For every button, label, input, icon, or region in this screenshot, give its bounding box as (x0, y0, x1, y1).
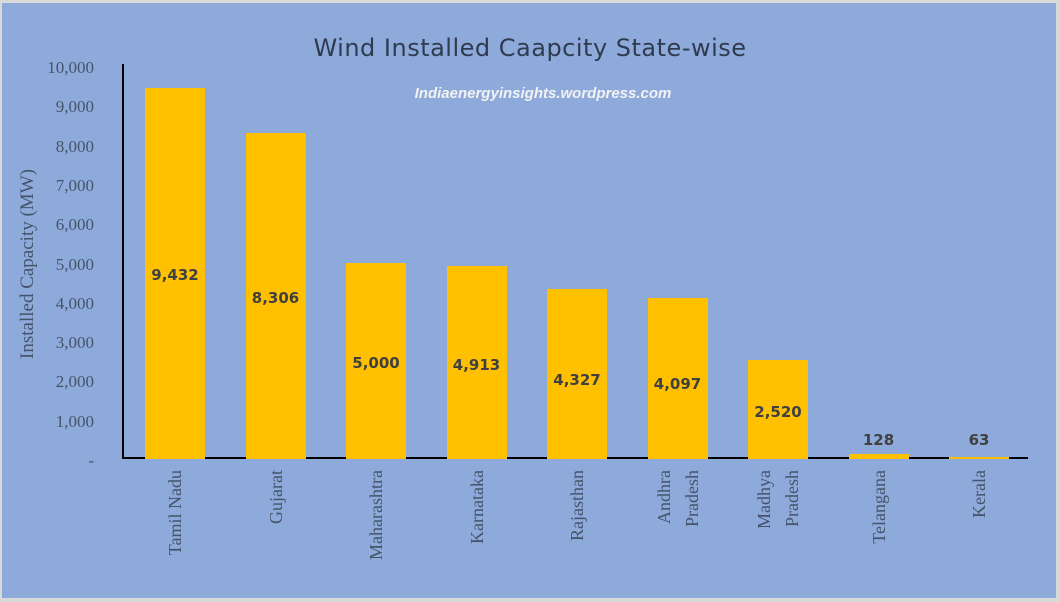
x-tick-label: Madhya Pradesh (750, 470, 806, 580)
x-tick-label-line: Andhra (653, 470, 674, 524)
x-tick-label: Andhra Pradesh (650, 470, 706, 580)
x-tick-label: Gujarat (262, 470, 290, 580)
y-tick-label: 9,000 (55, 97, 94, 117)
x-tick-label-line: Maharashtra (366, 470, 386, 560)
data-label: 63 (968, 431, 990, 449)
data-label: 8,306 (251, 289, 300, 307)
data-label: 2,520 (754, 403, 802, 421)
bar (446, 265, 507, 459)
x-tick-label: Maharashtra (362, 470, 390, 580)
x-tick-label-line: Pradesh (681, 470, 702, 527)
bar (145, 88, 205, 459)
x-tick-label-line: Pradesh (782, 470, 802, 527)
data-label: 4,327 (553, 371, 601, 389)
bar (949, 456, 1009, 459)
data-label: 9,432 (151, 266, 199, 284)
x-tick-label-line: Rajasthan (567, 470, 587, 541)
y-tick-label: 10,000 (47, 58, 94, 77)
data-label: 5,000 (352, 354, 400, 372)
x-tick-label-line: Gujarat (265, 470, 286, 524)
y-axis-label: Installed Capacity (MW) (17, 169, 38, 359)
x-tick-label-line: Telangana (868, 470, 889, 544)
y-axis-line (122, 64, 124, 459)
watermark: Indiaenergyinsights.wordpress.com (414, 85, 672, 102)
x-tick-label-line: Tamil Nadu (165, 470, 185, 556)
x-tick-label-line: Karnataka (466, 470, 487, 544)
x-tick-label: Rajasthan (563, 470, 591, 580)
y-tick-label: 6,000 (55, 215, 94, 235)
y-tick-label: 2,000 (55, 372, 94, 392)
y-tick-label: - (88, 451, 94, 470)
x-tick-label-line: Madhya (754, 470, 774, 529)
y-tick-label: 4,000 (55, 293, 94, 313)
x-tick-label: Kerala (965, 470, 993, 580)
bar (245, 132, 306, 459)
bar (547, 288, 607, 459)
bar (748, 359, 808, 459)
data-label: 128 (862, 431, 895, 449)
x-tick-label: Telangana (865, 470, 893, 580)
y-tick-label: 8,000 (55, 136, 94, 156)
bar (848, 453, 909, 459)
data-label: 4,913 (452, 356, 501, 374)
bar (346, 262, 406, 459)
bar (647, 297, 708, 459)
y-tick-label: 5,000 (55, 254, 94, 274)
chart-title: Wind Installed Caapcity State-wise (313, 34, 747, 62)
y-tick-label: 7,000 (55, 175, 94, 195)
x-tick-label: Karnataka (463, 470, 491, 580)
y-tick-label: 3,000 (55, 333, 94, 353)
x-tick-label-line: Kerala (969, 470, 989, 518)
data-label: 4,097 (653, 375, 702, 393)
y-tick-label: 1,000 (55, 411, 94, 431)
x-tick-label: Tamil Nadu (161, 470, 189, 580)
